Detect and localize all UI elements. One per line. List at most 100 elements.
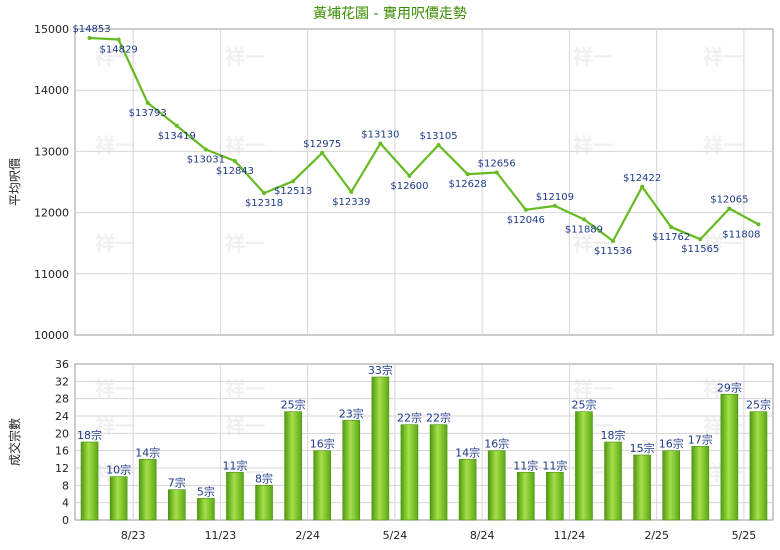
volume-data-label: 14宗 [135, 445, 160, 459]
volume-data-label: 8宗 [255, 471, 273, 485]
volume-bar [109, 476, 128, 521]
price-point [436, 142, 441, 147]
volume-bar [604, 441, 622, 521]
volume-panel: 祥一祥一祥一祥一祥一祥一祥一祥一祥一祥一祥一祥一0481216202428323… [7, 358, 774, 542]
volume-data-label: 18宗 [601, 428, 626, 442]
volume-bar [458, 459, 477, 521]
price-point [640, 184, 645, 189]
x-tick-label: 2/24 [295, 529, 320, 542]
x-tick-label: 5/24 [383, 529, 408, 542]
price-axis-label: 平均呎價 [8, 158, 22, 206]
watermark-6: 祥一 [573, 377, 613, 401]
volume-data-label: 16宗 [484, 437, 509, 451]
price-data-label: $12600 [390, 181, 428, 192]
price-point [174, 123, 179, 128]
price-data-label: $12422 [623, 173, 661, 184]
volume-y-tick-label: 12 [55, 462, 69, 475]
volume-y-tick-label: 4 [62, 497, 69, 510]
price-y-tick-label: 14000 [34, 84, 69, 97]
volume-bar [138, 459, 157, 521]
price-point [87, 35, 92, 40]
volume-data-label: 22宗 [426, 411, 451, 425]
price-data-label: $12109 [536, 192, 574, 203]
price-point [203, 147, 208, 152]
watermark-4: 祥一 [225, 133, 265, 157]
volume-data-label: 25宗 [746, 398, 771, 412]
price-series-line [89, 36, 760, 243]
price-point [727, 206, 732, 211]
price-data-label: $12065 [710, 195, 748, 206]
volume-data-label: 16宗 [310, 437, 335, 451]
volume-data-label: 29宗 [717, 380, 742, 394]
price-point [262, 191, 267, 196]
price-data-label: $14853 [72, 24, 110, 35]
volume-bar [516, 472, 535, 521]
price-point [552, 203, 557, 208]
volume-data-label: 25宗 [571, 398, 596, 412]
price-data-label: $13105 [419, 131, 457, 142]
price-point [581, 217, 586, 222]
price-point [320, 150, 325, 155]
price-data-label: $12513 [274, 186, 312, 197]
x-tick-label: 8/24 [470, 529, 495, 542]
volume-bar [546, 472, 564, 521]
x-tick-label: 11/23 [205, 529, 237, 542]
watermark-7: 祥一 [573, 133, 613, 157]
volume-data-label: 5宗 [197, 484, 215, 498]
price-data-label: $12975 [303, 139, 341, 150]
volume-bar [342, 420, 361, 521]
price-y-tick-label: 12000 [34, 207, 69, 220]
volume-data-label: 7宗 [168, 476, 186, 490]
price-data-label: $13419 [158, 131, 196, 142]
volume-data-label: 10宗 [106, 463, 131, 477]
price-y-tick-label: 10000 [34, 329, 69, 342]
volume-data-label: 16宗 [659, 437, 684, 451]
chart-title: 黃埔花園 - 實用呎價走勢 [313, 5, 467, 22]
price-data-label: $13130 [361, 129, 399, 140]
price-data-label: $11565 [681, 244, 719, 255]
volume-bar [255, 485, 273, 521]
price-point [465, 172, 470, 177]
volume-bar [284, 411, 302, 521]
volume-bar [487, 450, 506, 521]
price-y-tick-label: 11000 [34, 268, 69, 281]
volume-bar [749, 411, 768, 521]
volume-bar [662, 450, 681, 521]
price-point [232, 159, 237, 164]
price-data-label: $11889 [565, 224, 603, 235]
price-point [145, 100, 150, 105]
price-data-label: $14829 [100, 44, 138, 55]
price-data-label: $12843 [216, 166, 254, 177]
x-tick-label: 11/24 [554, 529, 586, 542]
watermark-3: 祥一 [225, 45, 265, 69]
price-data-label: $12339 [332, 197, 370, 208]
volume-data-label: 11宗 [542, 458, 567, 472]
watermark-4: 祥一 [225, 414, 265, 438]
volume-bar [371, 376, 390, 521]
price-data-label: $13793 [129, 108, 167, 119]
watermark-9: 祥一 [703, 45, 743, 69]
price-point [494, 170, 499, 175]
volume-bar [720, 394, 739, 521]
watermark-2: 祥一 [95, 232, 135, 256]
x-tick-label: 5/25 [732, 529, 757, 542]
price-y-tick-label: 15000 [34, 23, 69, 36]
price-point [669, 225, 674, 230]
volume-bar [197, 498, 215, 521]
volume-data-label: 22宗 [397, 411, 422, 425]
price-y-tick-label: 13000 [34, 145, 69, 158]
volume-y-tick-label: 8 [62, 479, 69, 492]
watermark-0: 祥一 [95, 45, 135, 69]
price-data-label: $11536 [594, 246, 632, 257]
volume-y-tick-label: 36 [55, 358, 69, 371]
price-data-label: $12628 [449, 179, 487, 190]
price-panel: 祥一祥一祥一祥一祥一祥一祥一祥一祥一祥一祥一祥一1000011000120001… [8, 23, 774, 342]
price-point [407, 173, 412, 178]
watermark-1: 祥一 [95, 414, 135, 438]
watermark-3: 祥一 [225, 377, 265, 401]
price-point [611, 238, 616, 243]
volume-y-tick-label: 20 [55, 427, 69, 440]
volume-data-label: 15宗 [630, 441, 655, 455]
watermark-5: 祥一 [225, 232, 265, 256]
